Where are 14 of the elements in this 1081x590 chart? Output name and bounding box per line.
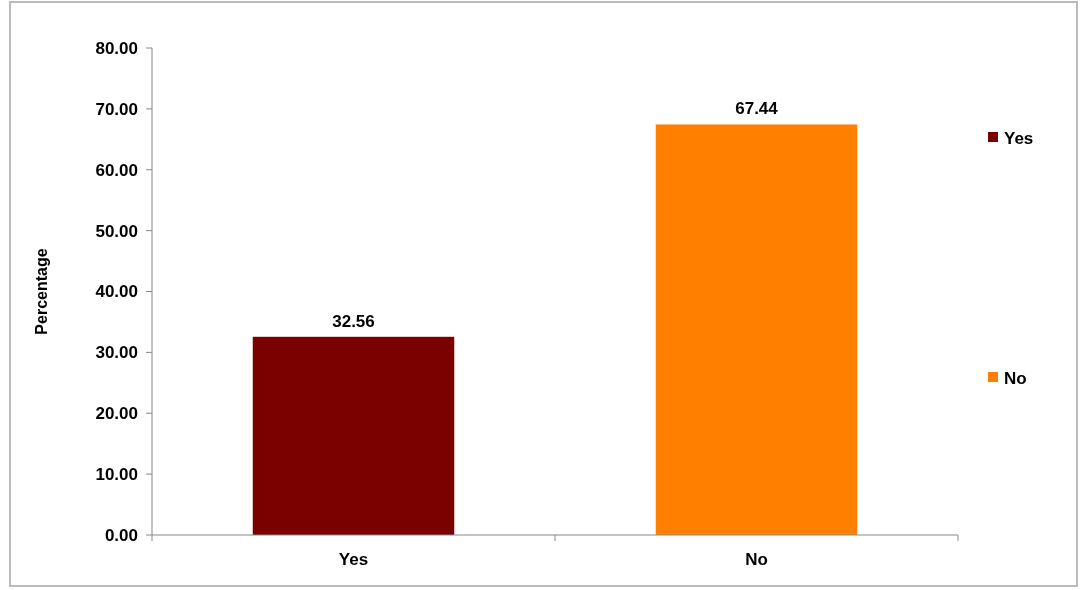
y-tick-label: 70.00 [95, 99, 138, 119]
y-tick-label: 0.00 [104, 525, 138, 545]
y-tick-label: 20.00 [95, 404, 138, 424]
y-tick-label: 30.00 [95, 343, 138, 363]
y-axis-title: Percentage [33, 248, 50, 335]
y-tick-label: 80.00 [95, 38, 138, 58]
y-tick-label: 10.00 [95, 465, 138, 485]
legend-label: Yes [1004, 128, 1034, 148]
y-tick-label: 60.00 [95, 160, 138, 180]
data-label: 32.56 [332, 311, 375, 331]
y-tick-label: 50.00 [95, 221, 138, 241]
data-label: 67.44 [735, 99, 779, 119]
legend-label: No [1004, 368, 1027, 388]
y-tick-label: 40.00 [95, 282, 138, 302]
